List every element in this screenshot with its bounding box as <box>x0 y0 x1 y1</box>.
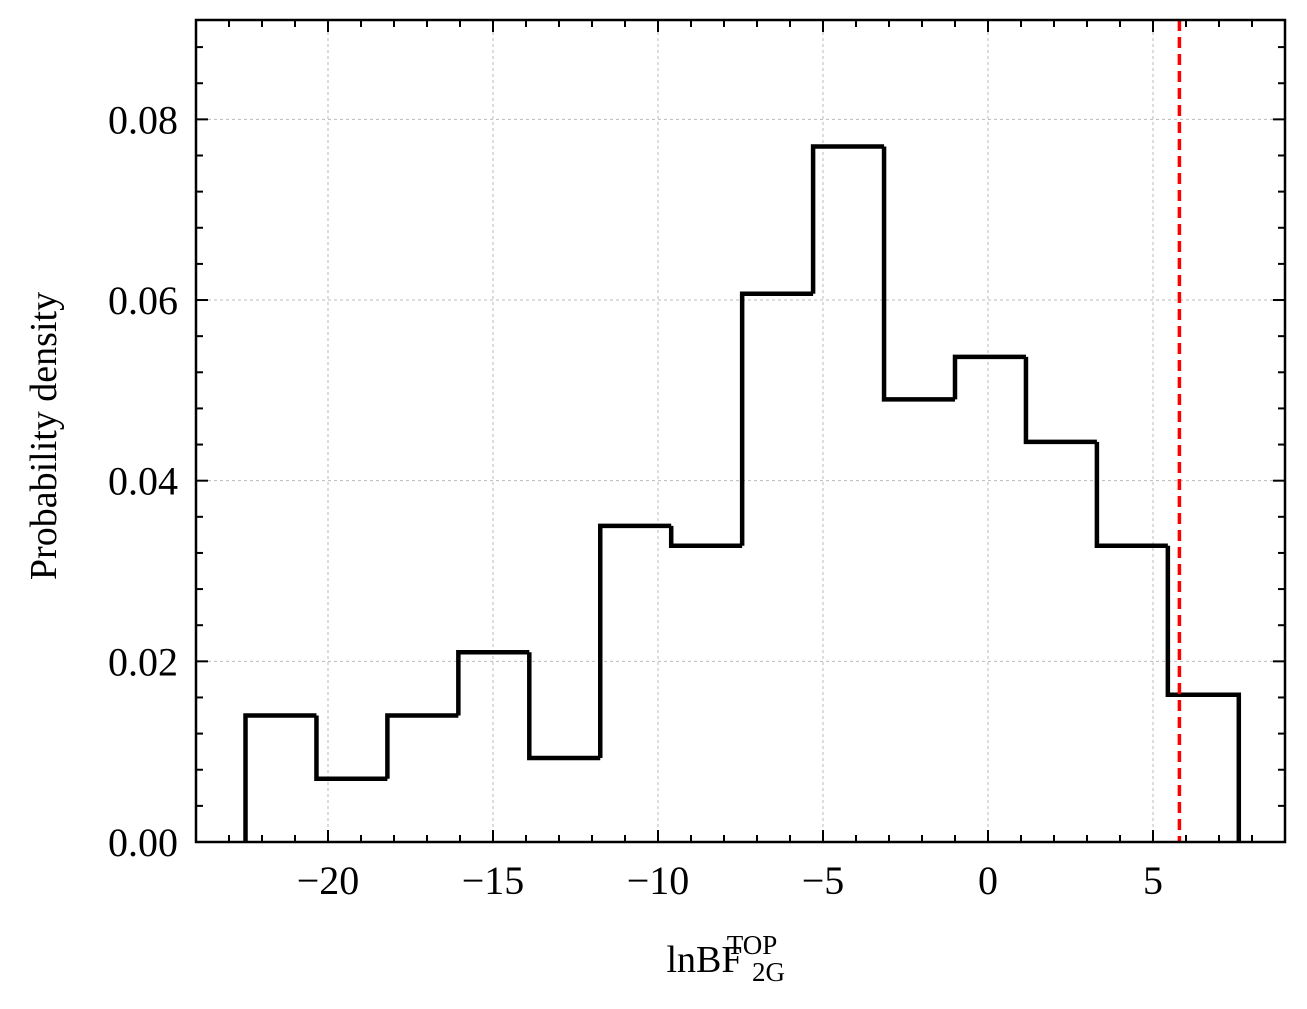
x-axis-label-main: lnBF <box>666 939 742 981</box>
y-tick-label-0: 0.00 <box>108 820 178 865</box>
x-tick-labels: −20 −15 −10 −5 0 5 <box>297 858 1163 903</box>
histogram-bin-7 <box>739 291 814 546</box>
histogram-bin-5 <box>598 523 672 758</box>
x-axis-label: lnBF 2G TOP <box>666 930 794 990</box>
histogram-bin-10 <box>952 354 1026 400</box>
y-tick-label-1: 0.02 <box>108 639 178 684</box>
x-tick-label-4: 0 <box>978 858 998 903</box>
histogram-bin-4 <box>527 652 601 761</box>
x-axis-label-subscript: 2G <box>752 957 785 987</box>
histogram-bars <box>243 144 1242 842</box>
histogram-bin-12 <box>1094 441 1168 548</box>
histogram-bin-9 <box>881 146 955 402</box>
plot-frame <box>194 18 1287 844</box>
y-tick-labels: 0.00 0.02 0.04 0.06 0.08 <box>108 97 178 865</box>
histogram-bin-3 <box>456 650 530 716</box>
x-axis-label-superscript: TOP <box>727 930 778 960</box>
x-tick-label-2: −10 <box>627 858 690 903</box>
x-tick-label-3: −5 <box>802 858 845 903</box>
histogram-bin-13 <box>1165 545 1242 842</box>
x-tick-label-0: −20 <box>297 858 360 903</box>
x-tick-label-5: 5 <box>1143 858 1163 903</box>
grid-lines <box>196 20 1285 842</box>
histogram-bin-8 <box>810 144 885 294</box>
x-tick-label-1: −15 <box>462 858 525 903</box>
y-tick-label-2: 0.04 <box>108 459 178 504</box>
histogram-bin-11 <box>1023 356 1097 445</box>
axis-ticks <box>195 20 1286 843</box>
y-axis-label: Probability density <box>23 292 65 580</box>
y-tick-label-3: 0.06 <box>108 278 178 323</box>
histogram-bin-2 <box>385 713 459 779</box>
histogram-bin-1 <box>314 715 388 782</box>
histogram-bin-0 <box>243 713 317 842</box>
y-tick-label-4: 0.08 <box>108 97 178 142</box>
histogram-bin-6 <box>668 525 743 548</box>
